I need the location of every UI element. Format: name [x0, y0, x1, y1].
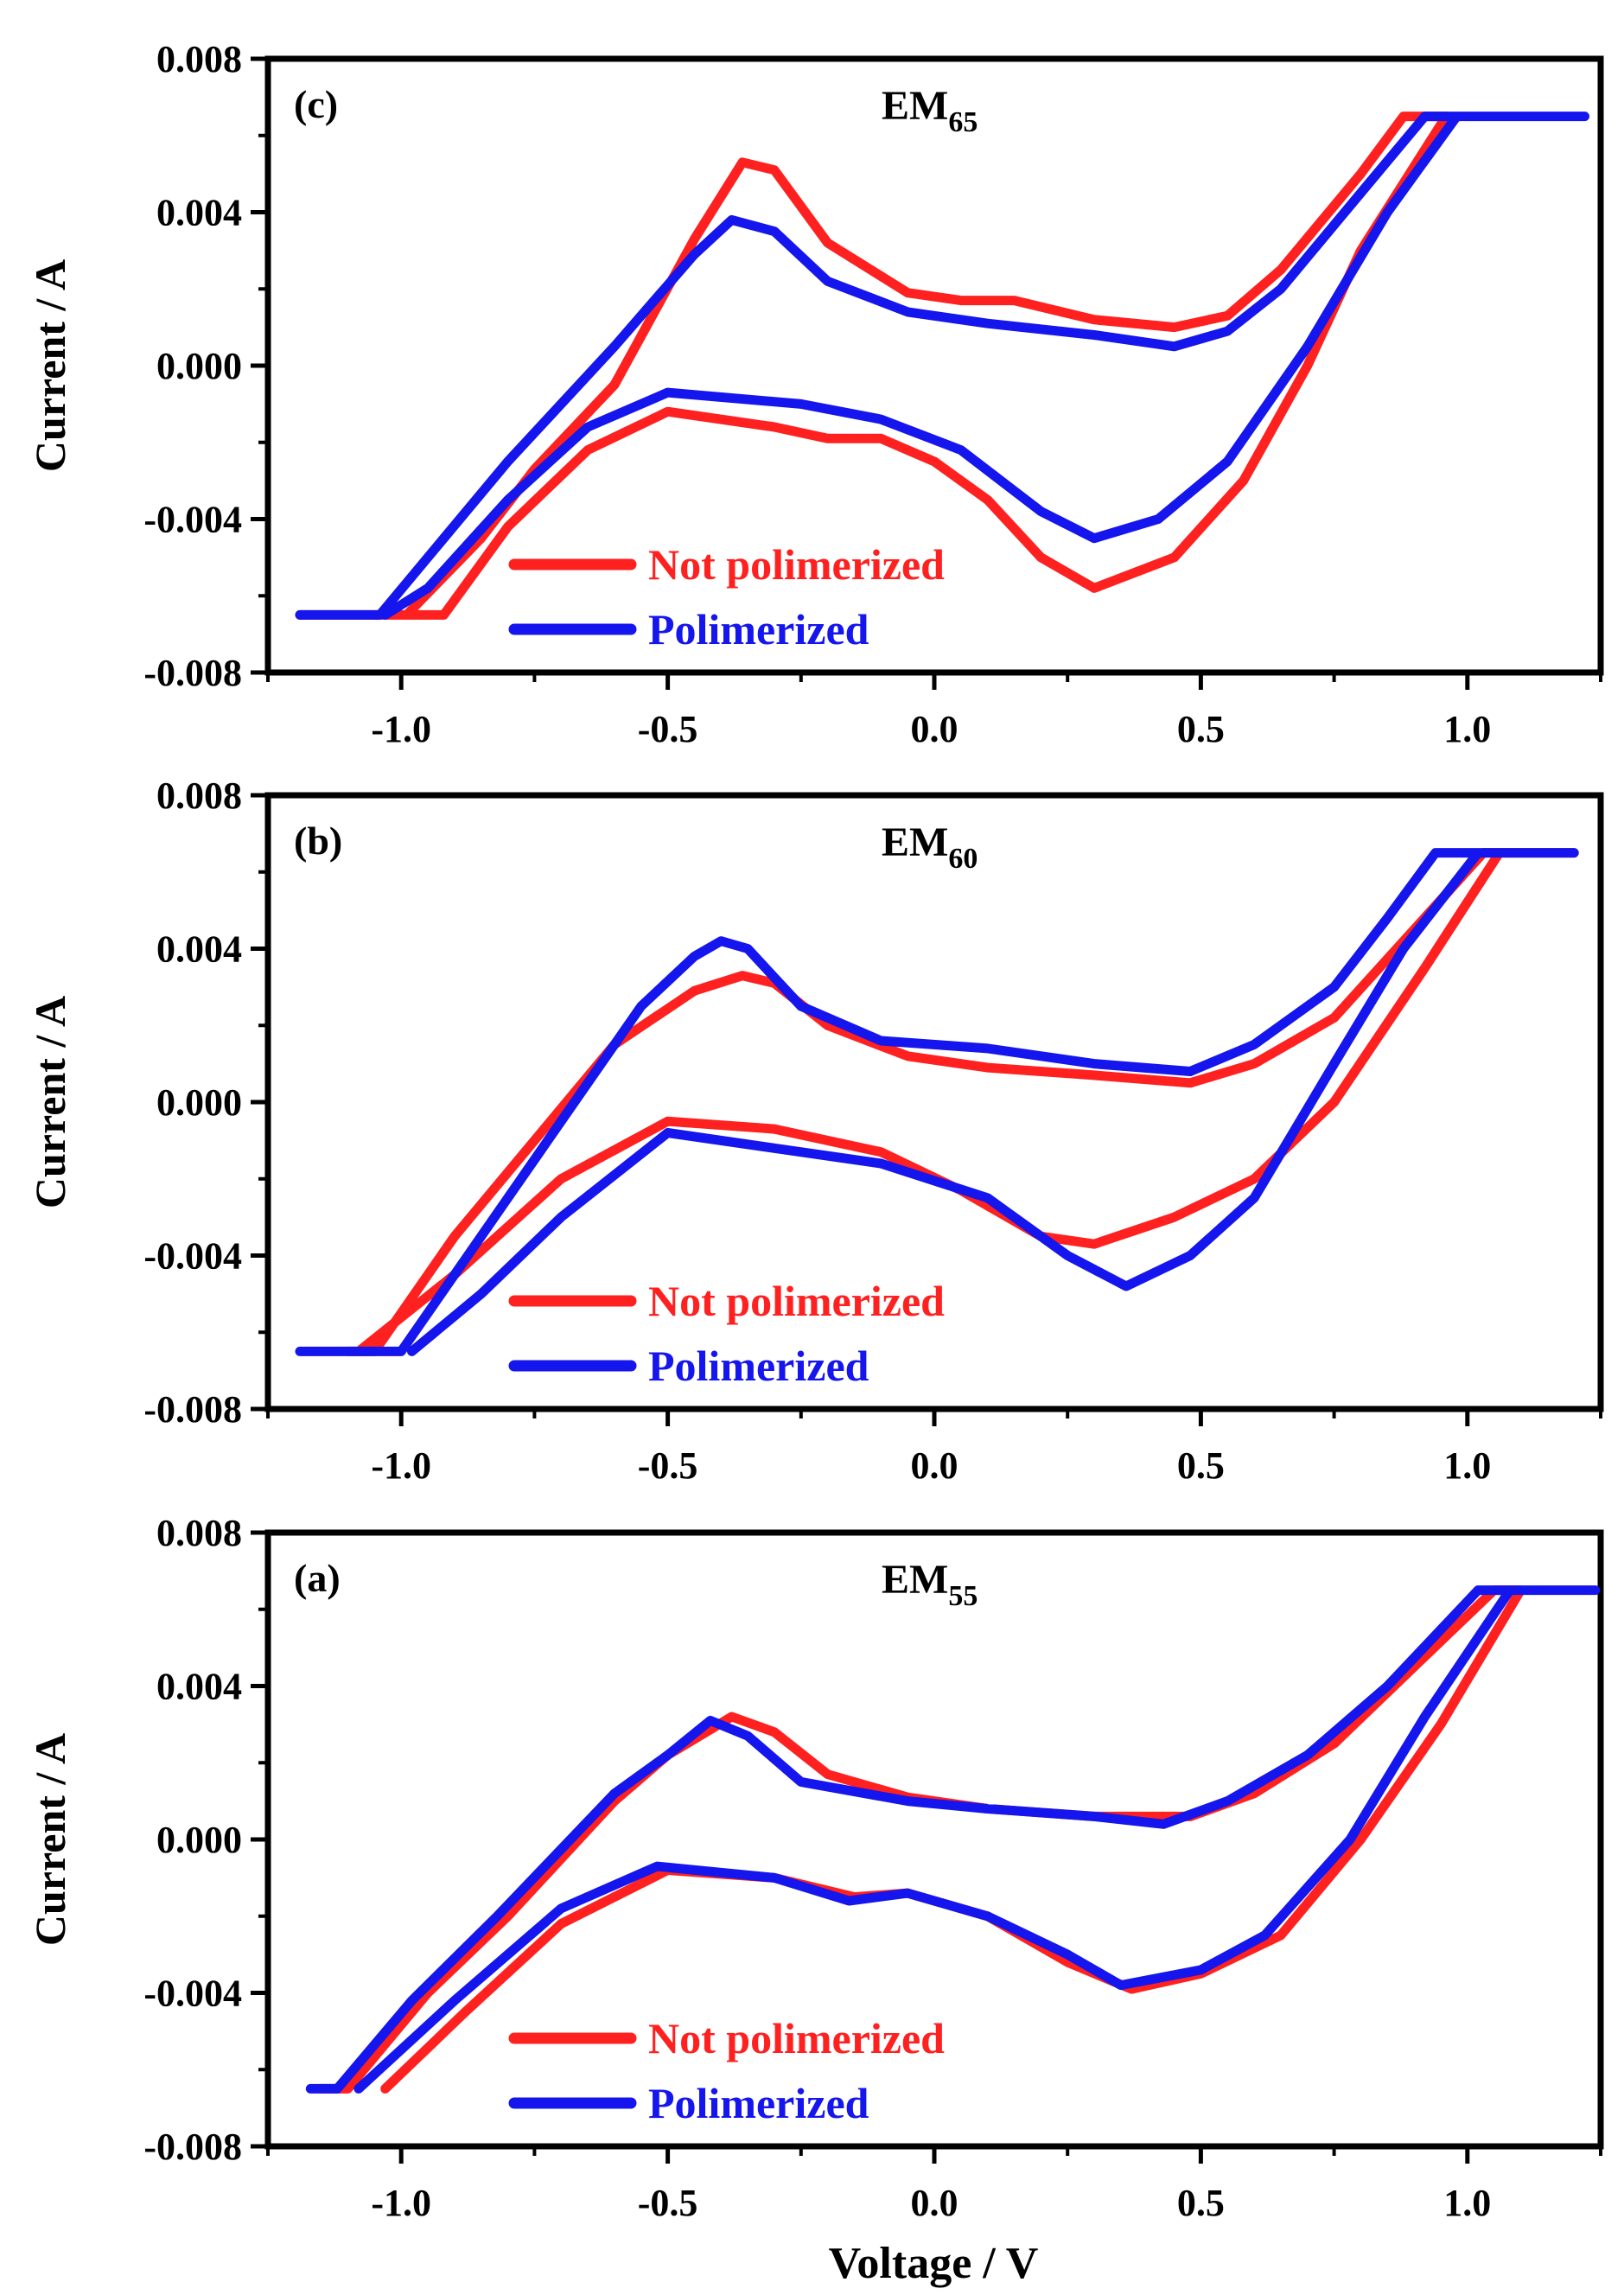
x-tick-label: 1.0: [1443, 1444, 1491, 1487]
y-tick-label: 0.008: [156, 38, 242, 80]
y-tick-label: -0.008: [143, 1388, 242, 1431]
y-tick-label: -0.008: [143, 652, 242, 694]
panel-b: -1.0 -0.5 0.0 0.5 1.0 -0.008 -0.004 0.000 0.004 0…: [26, 775, 1604, 1487]
y-tick-label: -0.004: [143, 499, 242, 541]
panel-title: EM65: [882, 83, 978, 138]
series-line-polimerized: [295, 848, 1579, 1356]
x-tick-label: -1.0: [371, 2182, 431, 2224]
x-tick-label: 0.0: [911, 2182, 958, 2224]
y-tick-label: 0.004: [156, 192, 242, 234]
y-tick-label: 0.004: [156, 1666, 242, 1708]
x-tick-label: 1.0: [1443, 2182, 1491, 2224]
panel-c: -1.0 -0.5 0.0 0.5 1.0 -0.008 -0.004 0.000 0.004 0…: [26, 38, 1604, 750]
y-axis-label: Current / A: [26, 259, 74, 472]
series-line-not-polimerized: [295, 112, 1451, 620]
y-tick-label: -0.004: [143, 1235, 242, 1278]
legend-label: Polimerized: [648, 1342, 869, 1390]
panel-title: EM60: [882, 819, 978, 875]
x-tick-label: -0.5: [638, 708, 698, 750]
legend-label: Not polimerized: [648, 540, 945, 589]
x-tick-label: 0.5: [1177, 2182, 1225, 2224]
y-axis-label: Current / A: [26, 1733, 74, 1946]
legend-label: Not polimerized: [648, 2014, 945, 2062]
y-tick-label: -0.004: [143, 1973, 242, 2015]
y-tick-label: 0.004: [156, 928, 242, 971]
y-tick-label: -0.008: [143, 2126, 242, 2168]
panel-label: (a): [294, 1556, 341, 1600]
legend-label: Polimerized: [648, 2079, 869, 2127]
panel-title: EM55: [882, 1557, 978, 1612]
x-tick-label: -0.5: [638, 1444, 698, 1487]
y-tick-label: 0.000: [156, 1819, 242, 1861]
x-tick-label: -1.0: [371, 708, 431, 750]
series-line-polimerized: [295, 112, 1589, 620]
x-tick-label: 0.0: [911, 1444, 958, 1487]
x-tick-label: 0.0: [911, 708, 958, 750]
legend-label: Polimerized: [648, 605, 869, 653]
y-tick-label: 0.008: [156, 775, 242, 817]
x-tick-label: -1.0: [371, 1444, 431, 1487]
x-axis-label: Voltage / V: [829, 2239, 1039, 2288]
x-tick-label: -0.5: [638, 2182, 698, 2224]
x-tick-label: 0.5: [1177, 1444, 1225, 1487]
panel-a: -1.0 -0.5 0.0 0.5 1.0 -0.008 -0.004 0.000 0.004 0…: [26, 1512, 1604, 2224]
panel-label: (b): [294, 819, 342, 863]
y-tick-label: 0.008: [156, 1512, 242, 1554]
legend-label: Not polimerized: [648, 1277, 945, 1325]
y-tick-label: 0.000: [156, 345, 242, 387]
y-tick-label: 0.000: [156, 1081, 242, 1124]
x-tick-label: 1.0: [1443, 708, 1491, 750]
y-axis-label: Current / A: [26, 996, 74, 1208]
series-line-not-polimerized: [343, 848, 1579, 1356]
x-tick-label: 0.5: [1177, 708, 1225, 750]
panel-label: (c): [294, 82, 338, 126]
series-line-polimerized: [305, 1585, 1601, 2094]
